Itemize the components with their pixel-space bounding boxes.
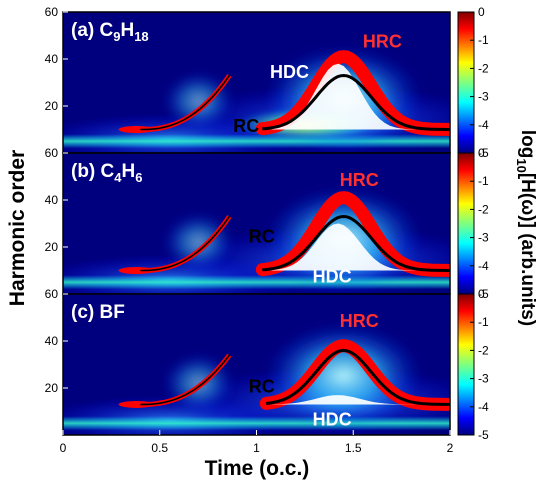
colorbar-tick-label: -5 (478, 287, 489, 301)
colorbar-label-rest: [H(ω)] (arb.units) (517, 173, 538, 326)
colorbar-tick-label: -5 (478, 146, 489, 160)
colorbar-tick-label: -3 (478, 372, 489, 386)
annotation-hrc: HRC (340, 311, 379, 331)
x-tick-label: 1 (253, 441, 260, 455)
short-traj-black (140, 354, 231, 406)
hdc-fan (266, 223, 421, 271)
y-tick-label: 60 (45, 5, 59, 19)
x-tick-label: 0 (60, 441, 67, 455)
colorbar-tick-label: -1 (478, 174, 489, 188)
panel-label: (b) C4H6 (71, 161, 142, 185)
y-tick-label: 60 (45, 287, 59, 301)
rc-curve (262, 73, 450, 131)
panel-label: (c) BF (71, 302, 125, 323)
colorbar-tick-label: 0 (478, 5, 485, 19)
y-tick-label: 40 (45, 334, 59, 348)
colorbar-gradient (457, 11, 475, 154)
annotation-hdc: HDC (313, 410, 352, 430)
colorbar-2: 0 -1 -2 -3 -4 -5 (457, 287, 489, 442)
colorbar-1: 0 -1 -2 -3 -4 -5 (457, 146, 489, 301)
hdc-fan (266, 395, 421, 405)
colorbar-tick-label: -4 (478, 400, 489, 414)
panels: HRC HDC RC (a) C9H18 20 40 60 HRC RC HDC (b) C4H6 2… (45, 5, 451, 436)
panel-2: HRC RC HDC (c) BF 20 40 60 (45, 287, 451, 436)
colorbar-tick-label: -1 (478, 315, 489, 329)
y-tick-label: 60 (45, 146, 59, 160)
short-traj-glow (162, 212, 235, 273)
rc-curve (266, 348, 450, 406)
annotation-rc: RC (249, 377, 275, 397)
y-tick-label: 40 (45, 52, 59, 66)
x-tick-label: 0.5 (151, 441, 168, 455)
annotation-rc: RC (249, 226, 275, 246)
annotation-hrc: HRC (363, 31, 402, 51)
colorbar-tick-label: 0 (478, 146, 485, 160)
panel-1: HRC RC HDC (b) C4H6 20 40 60 (45, 146, 451, 295)
annotation-hdc: HDC (313, 266, 352, 286)
colorbar-0: 0 -1 -2 -3 -4 -5 (457, 5, 489, 160)
y-tick-label: 20 (45, 240, 59, 254)
panel-plot-area: HRC RC HDC (b) C4H6 (63, 153, 450, 294)
colorbar-label-main: log (517, 130, 538, 159)
y-tick-label: 40 (45, 193, 59, 207)
colorbar-tick-label: -4 (478, 259, 489, 273)
colorbar-tick-label: -1 (478, 33, 489, 47)
low-order-band (63, 416, 450, 431)
x-tick-label: 1.5 (345, 441, 362, 455)
colorbar-gradient (457, 293, 475, 436)
panel-plot-area: HRC HDC RC (a) C9H18 (63, 12, 450, 153)
colorbar-tick-label: -3 (478, 90, 489, 104)
colorbar-label: log10[H(ω)] (arb.units) (514, 130, 538, 326)
colorbar-tick-label: 0 (478, 287, 485, 301)
y-tick-label: 20 (45, 99, 59, 113)
panel-label: (a) C9H18 (71, 20, 149, 44)
annotation-hrc: HRC (340, 170, 379, 190)
y-axis-label: Harmonic order (6, 150, 29, 306)
short-traj-black (140, 74, 231, 131)
panel-plot-area: HRC RC HDC (c) BF (63, 294, 450, 435)
x-axis: 0 0.5 1 1.5 2 (60, 430, 454, 455)
colorbar-tick-label: -3 (478, 231, 489, 245)
annotation-hdc: HDC (270, 62, 309, 82)
y-tick-label: 20 (45, 381, 59, 395)
panel-0: HRC HDC RC (a) C9H18 20 40 60 (45, 5, 451, 154)
colorbar-tick-label: -2 (478, 202, 489, 216)
annotation-rc: RC (233, 116, 259, 136)
x-axis-label: Time (o.c.) (205, 457, 310, 480)
x-tick-label: 2 (447, 441, 454, 455)
colorbar-gradient (457, 152, 475, 295)
colorbar-tick-label: -2 (478, 343, 489, 357)
colorbar-tick-label: -4 (478, 118, 489, 132)
short-traj-glow (162, 71, 235, 132)
colorbar-tick-label: -5 (478, 428, 489, 442)
colorbars: 0-1-2-3-4-50-1-2-3-4-50-1-2-3-4-5 (457, 5, 489, 442)
rc-curve (262, 214, 450, 272)
short-traj-black (140, 215, 231, 272)
colorbar-label-sub: 10 (514, 158, 529, 172)
colorbar-tick-label: -2 (478, 61, 489, 75)
hdc-fan (266, 63, 421, 130)
